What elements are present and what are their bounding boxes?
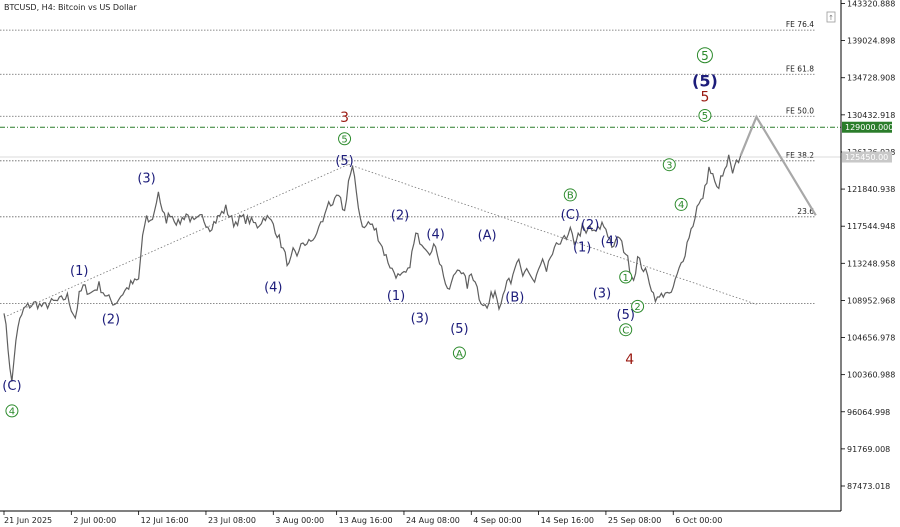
wave-label: (1) <box>573 241 591 256</box>
wave-label: (3) <box>137 172 155 187</box>
y-tick-label: 130432.918 <box>847 111 895 120</box>
wave-label: B <box>567 191 574 202</box>
price-line <box>3 154 742 382</box>
level-label: FE 38.2 <box>786 151 814 160</box>
y-tick-label: 87473.018 <box>847 482 890 491</box>
wave-label: (5) <box>450 322 468 337</box>
x-tick-label: 24 Aug 08:00 <box>406 516 460 525</box>
x-tick-label: 6 Oct 00:00 <box>675 516 722 525</box>
x-tick-label: 21 Jun 2025 <box>4 516 52 525</box>
wave-label: (2) <box>102 312 120 327</box>
wave-circle <box>452 346 466 360</box>
projection-path <box>739 114 817 216</box>
y-tick-label: 96064.998 <box>847 408 890 417</box>
y-tick-label: 113248.958 <box>847 259 895 268</box>
y-tick-label: 121840.938 <box>847 185 895 194</box>
wave-label: 1 <box>623 273 629 284</box>
wave-label: C <box>622 326 629 337</box>
wave-label: 5 <box>700 89 709 105</box>
wave-label: (C) <box>2 379 21 394</box>
price-tags: 129000.000 125450.00 <box>842 121 893 163</box>
wave-label: 4 <box>9 407 15 418</box>
wave-label: A <box>456 349 463 360</box>
wave-label: (A) <box>478 229 497 244</box>
wave-label: 5 <box>702 111 708 122</box>
wave-circle <box>338 132 352 146</box>
y-tick-label: 134728.908 <box>847 74 895 83</box>
current-price-tag-text: 125450.00 <box>845 153 888 162</box>
x-tick-label: 4 Sep 00:00 <box>473 516 521 525</box>
wave-label: 2 <box>634 302 640 313</box>
wave-circle <box>5 404 19 418</box>
wave-circle <box>619 323 633 337</box>
wave-circle <box>698 108 712 122</box>
wave-label: 3 <box>666 160 672 171</box>
x-tick-label: 13 Aug 16:00 <box>339 516 393 525</box>
wave-label: (5) <box>692 72 718 91</box>
x-tick-label: 12 Jul 16:00 <box>141 516 189 525</box>
y-tick-label: 143320.888 <box>847 0 895 9</box>
level-label: FE 61.8 <box>786 64 814 73</box>
wave-circle <box>563 188 577 202</box>
wave-label: (1) <box>70 264 88 279</box>
wave-labels: (C)4(1)(2)(3)(4)35(5)(2)(1)(4)(3)(5)A(A)… <box>2 47 718 418</box>
wave-label: (4) <box>426 228 444 243</box>
wave-label: 5 <box>341 135 347 146</box>
wave-label: (B) <box>505 291 524 306</box>
y-tick-label: 91769.008 <box>847 445 890 454</box>
chart-options-glyph: ↑ <box>828 14 834 22</box>
projection-layer <box>739 114 817 216</box>
wave-circle <box>696 47 713 64</box>
chart-title: BTCUSD, H4: Bitcoin vs US Dollar <box>4 3 137 12</box>
wave-label: 3 <box>340 110 349 126</box>
y-axis: 143320.888 139024.898 134728.908 130432.918… <box>841 0 895 491</box>
target-price-tag <box>842 121 892 133</box>
wave-label: (5) <box>335 154 353 169</box>
wave-circle <box>674 197 688 211</box>
x-tick-label: 14 Sep 16:00 <box>541 516 594 525</box>
level-label: 23.6 <box>797 207 814 216</box>
levels-layer: FE 76.4 FE 61.8 FE 50.0 FE 38.2 23.6 <box>0 20 841 305</box>
y-tick-label: 104656.978 <box>847 334 895 343</box>
wave-label: (2) <box>391 209 409 224</box>
wave-label: (1) <box>387 289 405 304</box>
target-price-tag-text: 129000.000 <box>845 123 893 132</box>
x-tick-label: 23 Jul 08:00 <box>208 516 256 525</box>
wave-label: 4 <box>678 200 684 211</box>
wave-circle <box>619 270 633 284</box>
y-tick-label: 100360.988 <box>847 371 895 380</box>
wave-label: (4) <box>601 235 619 250</box>
chart-options-icon[interactable] <box>826 11 836 23</box>
x-tick-label: 3 Aug 00:00 <box>275 516 324 525</box>
wave-label: (3) <box>593 286 611 301</box>
wave-label: 5 <box>701 49 709 63</box>
wave-label: (2) <box>581 218 599 233</box>
level-label: FE 76.4 <box>786 20 814 29</box>
y-tick-label: 139024.898 <box>847 37 895 46</box>
wave-label: (3) <box>411 311 429 326</box>
x-tick-label: 2 Jul 00:00 <box>73 516 116 525</box>
current-price-tag <box>842 151 892 163</box>
y-tick-label: 117544.948 <box>847 222 895 231</box>
y-tick-label: 108952.968 <box>847 296 895 305</box>
wave-label: (4) <box>264 280 282 295</box>
wave-label: (5) <box>617 308 635 323</box>
wave-circle <box>662 158 676 172</box>
wave-label: 4 <box>625 352 634 368</box>
wave-label: (C) <box>561 208 580 223</box>
x-axis: 21 Jun 2025 2 Jul 00:00 12 Jul 16:00 23 Jul… <box>3 511 722 525</box>
price-series <box>3 154 742 382</box>
x-tick-label: 25 Sep 08:00 <box>608 516 661 525</box>
wave-circle <box>631 299 645 313</box>
level-label: FE 50.0 <box>786 106 814 115</box>
